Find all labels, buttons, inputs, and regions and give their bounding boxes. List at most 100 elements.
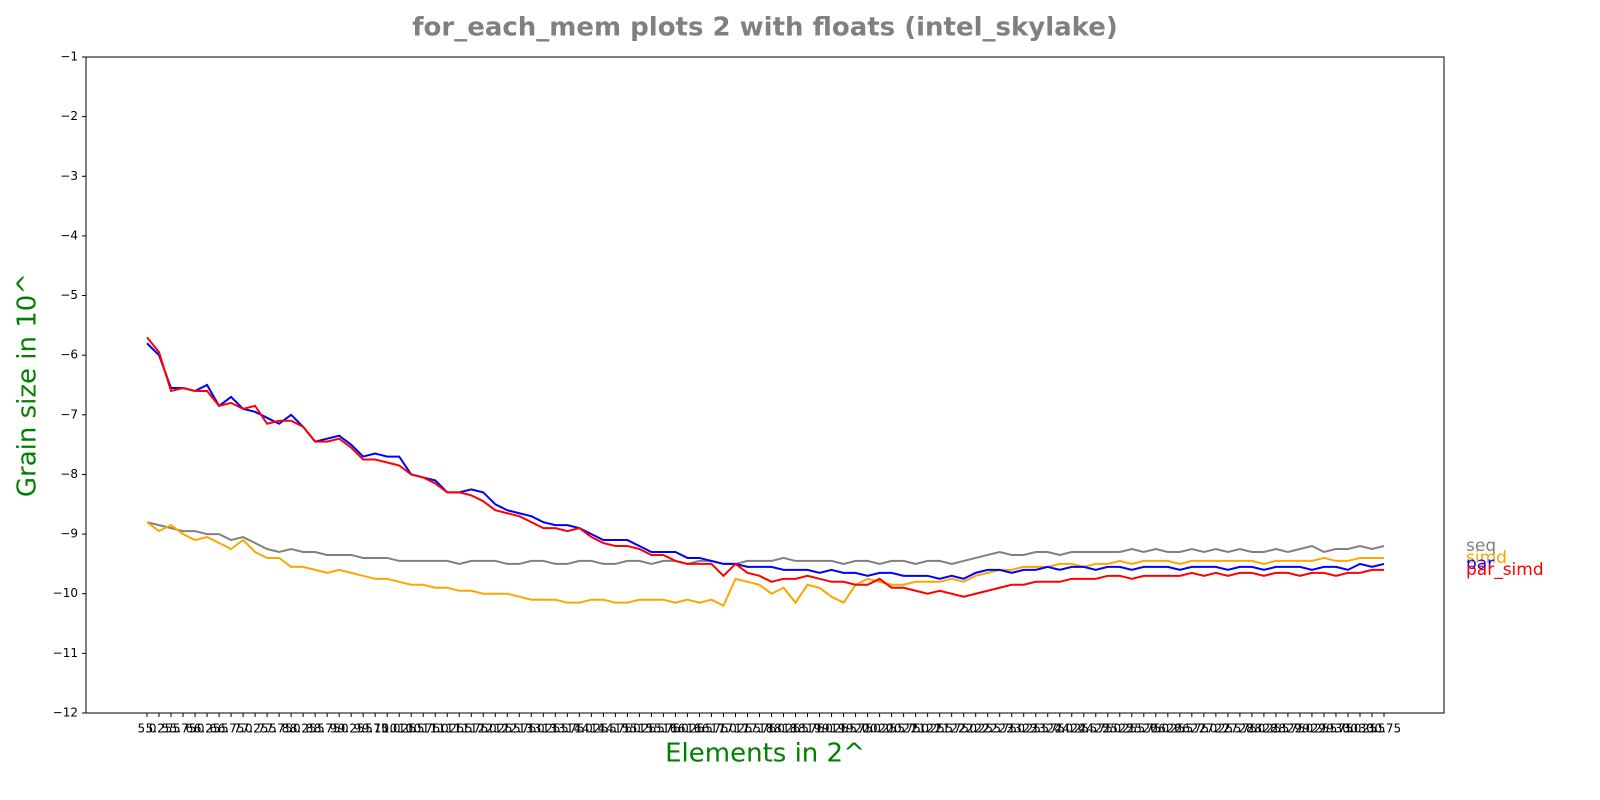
x-tick-label: 18.5 — [782, 722, 809, 736]
legend-entry: simd — [1466, 548, 1507, 568]
x-tick-label: 24.25 — [1055, 722, 1089, 736]
x-tick-label: 29.75 — [1319, 722, 1353, 736]
x-tick-label: 6.75 — [218, 722, 245, 736]
x-tick-label: 8.5 — [306, 722, 325, 736]
x-tick-label: 8.25 — [290, 722, 317, 736]
x-tick-label: 21.0 — [902, 722, 929, 736]
series-line — [146, 336, 1384, 598]
x-tick-label: 22.25 — [958, 722, 992, 736]
x-tick-label: 13.25 — [526, 722, 560, 736]
y-tick-label: −11 — [53, 646, 78, 660]
x-tick-label: 17.5 — [734, 722, 761, 736]
y-tick-label: −9 — [60, 527, 78, 541]
x-tick-label: 6.5 — [210, 722, 229, 736]
x-tick-label: 15.75 — [646, 722, 680, 736]
x-tick-label: 21.75 — [934, 722, 968, 736]
x-tick-label: 9.25 — [338, 722, 365, 736]
x-tick-label: 18.0 — [758, 722, 785, 736]
x-tick-label: 5.25 — [146, 722, 173, 736]
x-tick-label: 20.25 — [862, 722, 896, 736]
x-tick-label: 27.5 — [1215, 722, 1242, 736]
x-tick-label: 14.0 — [566, 722, 593, 736]
x-tick-label: 11.0 — [422, 722, 449, 736]
x-tick-label: 29.25 — [1295, 722, 1329, 736]
x-tick-label: 5.5 — [161, 722, 180, 736]
x-tick-label: 24.5 — [1070, 722, 1097, 736]
x-tick-label: 13.0 — [518, 722, 545, 736]
x-tick-label: 11.25 — [430, 722, 464, 736]
legend-entry: seq — [1466, 536, 1496, 556]
y-tick-label: −1 — [60, 50, 78, 64]
x-tick-label: 11.5 — [446, 722, 473, 736]
x-tick-label: 23.0 — [998, 722, 1025, 736]
x-tick-label: 23.5 — [1022, 722, 1049, 736]
x-tick-label: 9.5 — [354, 722, 373, 736]
x-tick-label: 19.75 — [838, 722, 872, 736]
x-axis-label: Elements in 2^ — [665, 739, 865, 769]
x-tick-label: 30.75 — [1367, 722, 1401, 736]
x-tick-label: 18.25 — [766, 722, 800, 736]
legend-entry: par — [1466, 554, 1494, 574]
x-tick-label: 12.25 — [478, 722, 512, 736]
x-tick-label: 24.0 — [1046, 722, 1073, 736]
x-tick-label: 5.75 — [170, 722, 197, 736]
x-tick-label: 10.75 — [406, 722, 440, 736]
x-tick-label: 19.0 — [806, 722, 833, 736]
x-tick-label: 14.5 — [590, 722, 617, 736]
x-tick-label: 26.75 — [1175, 722, 1209, 736]
x-tick-label: 6.0 — [185, 722, 204, 736]
x-tick-label: 17.0 — [710, 722, 737, 736]
series-line — [146, 521, 1385, 565]
x-tick-label: 10.5 — [398, 722, 425, 736]
x-tick-label: 25.25 — [1103, 722, 1137, 736]
x-tick-label: 26.25 — [1151, 722, 1185, 736]
x-tick-label: 9.75 — [362, 722, 389, 736]
x-tick-label: 13.75 — [550, 722, 584, 736]
y-tick-label: −4 — [60, 228, 78, 242]
x-tick-label: 7.75 — [266, 722, 293, 736]
x-tick-label: 21.5 — [926, 722, 953, 736]
x-tick-label: 22.0 — [950, 722, 977, 736]
x-tick-label: 18.75 — [790, 722, 824, 736]
x-tick-label: 20.75 — [886, 722, 920, 736]
y-tick-label: −10 — [53, 586, 78, 600]
x-tick-label: 19.25 — [814, 722, 848, 736]
x-tick-label: 26.0 — [1142, 722, 1169, 736]
x-tick-label: 28.25 — [1247, 722, 1281, 736]
x-tick-label: 25.0 — [1094, 722, 1121, 736]
x-tick-label: 23.25 — [1007, 722, 1041, 736]
x-tick-label: 17.75 — [742, 722, 776, 736]
x-tick-label: 22.75 — [983, 722, 1017, 736]
x-tick-label: 8.0 — [282, 722, 301, 736]
y-tick-label: −2 — [60, 109, 78, 123]
x-tick-label: 17.25 — [718, 722, 752, 736]
x-tick-label: 21.25 — [910, 722, 944, 736]
chart-title: for_each_mem plots 2 with floats (intel_… — [412, 13, 1118, 43]
series-line — [146, 342, 1385, 580]
x-tick-label: 30.25 — [1343, 722, 1377, 736]
y-tick-label: −6 — [60, 348, 78, 362]
x-tick-label: 15.25 — [622, 722, 656, 736]
y-axis-label: Grain size in 10^ — [13, 273, 43, 497]
x-tick-label: 6.25 — [194, 722, 221, 736]
x-tick-label: 14.75 — [598, 722, 632, 736]
x-tick-label: 13.5 — [542, 722, 569, 736]
x-tick-label: 15.0 — [614, 722, 641, 736]
x-tick-label: 25.75 — [1127, 722, 1161, 736]
x-tick-label: 7.0 — [234, 722, 253, 736]
x-tick-label: 10.0 — [374, 722, 401, 736]
x-tick-label: 30.0 — [1335, 722, 1362, 736]
x-tick-label: 14.25 — [574, 722, 608, 736]
x-tick-label: 7.25 — [242, 722, 269, 736]
x-tick-label: 16.25 — [670, 722, 704, 736]
x-tick-label: 22.5 — [974, 722, 1001, 736]
x-tick-label: 28.5 — [1263, 722, 1290, 736]
x-tick-label: 16.75 — [694, 722, 728, 736]
x-tick-label: 12.5 — [494, 722, 521, 736]
x-tick-label: 30.5 — [1359, 722, 1386, 736]
x-tick-label: 5.0 — [137, 722, 156, 736]
x-tick-label: 16.0 — [662, 722, 689, 736]
x-tick-label: 25.5 — [1118, 722, 1145, 736]
x-tick-label: 27.75 — [1223, 722, 1257, 736]
